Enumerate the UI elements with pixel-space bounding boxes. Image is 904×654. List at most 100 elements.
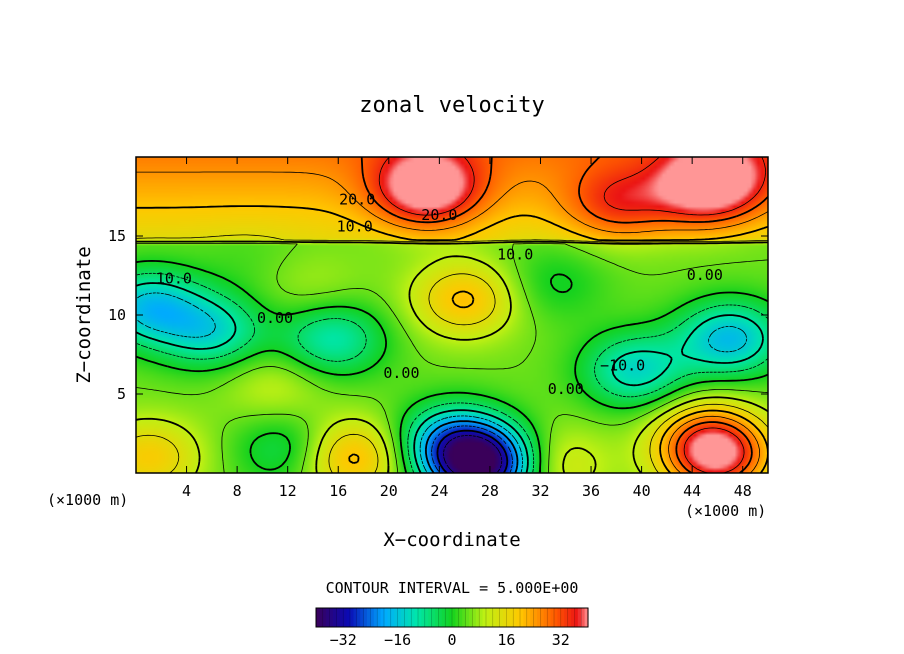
x-tick-label: 44 [683, 482, 701, 500]
y-tick-label: 5 [117, 385, 126, 403]
colorbar-cell [472, 608, 477, 627]
colorbar-cell [577, 608, 582, 627]
colorbar-cell [435, 608, 439, 627]
x-tick-label: 20 [380, 482, 398, 500]
colorbar-cell [520, 608, 524, 627]
colorbar-cell [486, 608, 490, 627]
contour-line [378, 157, 766, 473]
colorbar-cell [384, 608, 388, 627]
contour-label: 0.00 [687, 266, 723, 284]
colorbar-cell [377, 608, 382, 627]
colorbar-cell [404, 608, 409, 627]
colorbar-cell [380, 608, 385, 627]
colorbar-cell [339, 608, 344, 627]
colorbar-cell [554, 608, 558, 627]
x-axis-label: X−coordinate [383, 529, 520, 551]
colorbar-cell [373, 608, 378, 627]
colorbar-cell [421, 608, 426, 627]
colorbar-cell [356, 608, 361, 627]
colorbar-cell [322, 608, 327, 627]
contour-line [425, 420, 519, 473]
colorbar-cell [560, 608, 565, 627]
colorbar-cell [571, 608, 575, 627]
contour-label: 20.0 [339, 190, 375, 208]
colorbar-cell [387, 608, 392, 627]
colorbar-cell [438, 608, 443, 627]
contour-label: 0.00 [257, 309, 293, 327]
colorbar-tick-label: 16 [497, 631, 515, 649]
colorbar-cell [469, 608, 473, 627]
contour-line [431, 425, 513, 473]
contour-line [136, 171, 768, 473]
colorbar-cell [540, 608, 545, 627]
y-axis-ticks: 5 10 15 [108, 227, 768, 403]
colorbar-cell [543, 608, 548, 627]
contour-line [136, 242, 768, 473]
y-tick-label: 10 [108, 306, 126, 324]
colorbar-cell [458, 608, 463, 627]
colorbar-tick-label: −32 [330, 631, 357, 649]
x-tick-label: 40 [633, 482, 651, 500]
colorbar-cell [418, 608, 422, 627]
colorbar-cell [407, 608, 412, 627]
colorbar-cell [397, 608, 402, 627]
colorbar-cell [411, 608, 416, 627]
colorbar-cell [530, 608, 535, 627]
x-tick-label: 12 [279, 482, 297, 500]
colorbar-frame [315, 607, 589, 628]
colorbar-cell [475, 608, 480, 627]
colorbar-cell [574, 608, 579, 627]
colorbar-cell [492, 608, 497, 627]
contour-label: −10.0 [600, 356, 645, 374]
contour-labels: 20.0 20.0 10.0 10.0 10.0 0.00 0.00 0.00 −10.0 0.0… [156, 190, 723, 398]
colorbar-tick-label: −16 [384, 631, 411, 649]
contour-line [136, 234, 768, 473]
velocity-field-image [136, 157, 768, 473]
colorbar-cell [503, 608, 507, 627]
colorbar-cell [506, 608, 511, 627]
colorbar-cell [479, 608, 484, 627]
colorbar-cell [584, 608, 589, 627]
colorbar-cell [550, 608, 555, 627]
contour-label: 10.0 [497, 246, 533, 264]
contour-label: 0.00 [548, 380, 584, 398]
colorbar-cell [496, 608, 501, 627]
colorbar-cell [343, 608, 348, 627]
contour-label: 20.0 [421, 206, 457, 224]
colorbar-cell [448, 608, 453, 627]
y-axis-label: Z−coordinate [73, 246, 95, 383]
colorbar-cell [567, 608, 572, 627]
colorbar-cell [581, 608, 586, 627]
colorbar-cell [516, 608, 521, 627]
contour-line [136, 292, 748, 473]
colorbar-cell [533, 608, 538, 627]
contour-line [443, 435, 503, 473]
colorbar-cell [547, 608, 552, 627]
x-axis-ticks: 4 8 12 16 20 24 28 32 36 40 44 48 [182, 157, 752, 500]
colorbar-tick-label: 32 [552, 631, 570, 649]
colorbar-cell [489, 608, 494, 627]
contour-label: 10.0 [337, 217, 373, 235]
colorbar-cell [333, 608, 337, 627]
y-tick-label: 15 [108, 227, 126, 245]
colorbar-cell [557, 608, 562, 627]
colorbar: −32 −16 0 16 32 [315, 607, 589, 649]
colorbar-cell [462, 608, 467, 627]
colorbar-cell [360, 608, 365, 627]
colorbar-cell [370, 608, 375, 627]
x-tick-label: 28 [481, 482, 499, 500]
x-tick-label: 16 [329, 482, 347, 500]
colorbar-cell [414, 608, 419, 627]
colorbar-cell [564, 608, 569, 627]
colorbar-cell [329, 608, 334, 627]
x-tick-label: 32 [531, 482, 549, 500]
colorbar-cell [441, 608, 446, 627]
colorbar-tick-label: 0 [447, 631, 456, 649]
contour-line [136, 272, 768, 473]
contour-lines [136, 157, 768, 473]
x-tick-label: 4 [182, 482, 191, 500]
contour-line [436, 429, 509, 473]
contour-interval-label: CONTOUR INTERVAL = 5.000E+00 [326, 579, 579, 597]
colorbar-cell [509, 608, 514, 627]
x-tick-label: 8 [233, 482, 242, 500]
